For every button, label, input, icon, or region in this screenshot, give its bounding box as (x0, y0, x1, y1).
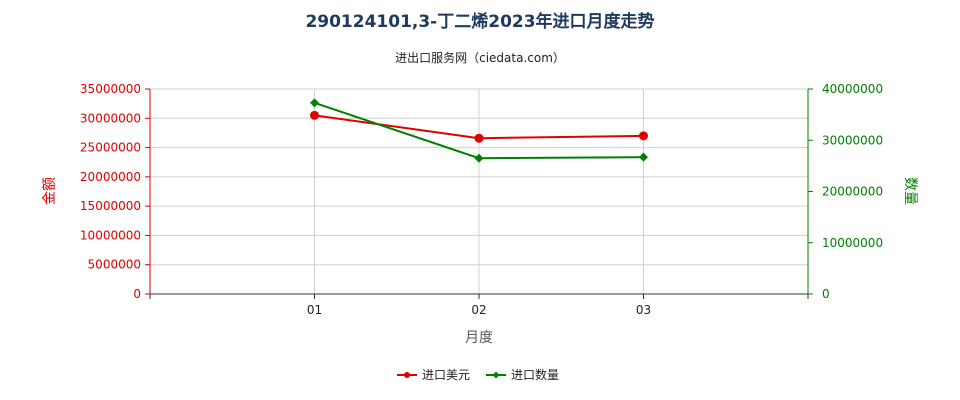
data-point-0-1[interactable] (474, 133, 484, 143)
data-point-1-0[interactable] (310, 98, 319, 108)
data-point-1-2[interactable] (639, 152, 648, 162)
right-tick-label: 10000000 (822, 236, 883, 250)
right-tick-label: 40000000 (822, 82, 883, 96)
right-tick-label: 30000000 (822, 133, 883, 147)
legend-label-quantity: 进口数量 (511, 367, 559, 382)
grid-lines (150, 88, 809, 294)
chart-subtitle: 进出口服务网（ciedata.com） (395, 50, 565, 65)
left-tick-label: 15000000 (80, 199, 141, 213)
data-point-1-1[interactable] (474, 153, 484, 163)
left-tick-label: 35000000 (80, 82, 141, 96)
data-point-0-0[interactable] (310, 110, 319, 120)
x-axis-ticks: 01 02 03 (149, 294, 809, 317)
left-axis-ticks: 0 5000000 10000000 15000000 20000000 25000000… (80, 82, 150, 301)
legend-item-quantity[interactable]: 进口数量 (486, 367, 559, 382)
legend-item-amount[interactable]: 进口美元 (397, 368, 470, 382)
left-tick-label: 25000000 (80, 141, 141, 155)
left-tick-label: 20000000 (80, 170, 141, 184)
left-tick-label: 5000000 (88, 258, 141, 272)
left-tick-label: 10000000 (80, 228, 141, 242)
data-point-0-2[interactable] (639, 131, 648, 141)
left-tick-label: 30000000 (80, 111, 141, 125)
right-tick-label: 20000000 (822, 185, 883, 199)
legend-label-amount: 进口美元 (422, 368, 470, 382)
legend-marker-quantity (492, 371, 500, 379)
x-tick-label: 02 (471, 303, 486, 317)
legend-marker-amount (404, 372, 410, 378)
x-axis-label: 月度 (465, 330, 493, 346)
legend: 进口美元 进口数量 (397, 367, 559, 382)
right-tick-label: 0 (822, 287, 830, 301)
x-tick-label: 01 (307, 303, 322, 317)
right-axis-ticks: 0 10000000 20000000 30000000 40000000 (808, 82, 883, 301)
y-axis-left-label: 金额 (42, 177, 58, 205)
series-layer (310, 98, 648, 163)
left-tick-label: 0 (133, 287, 141, 301)
chart-title: 290124101,3-丁二烯2023年进口月度走势 (305, 11, 654, 32)
y-axis-right-label: 数量 (902, 177, 918, 205)
x-tick-label: 03 (636, 303, 651, 317)
